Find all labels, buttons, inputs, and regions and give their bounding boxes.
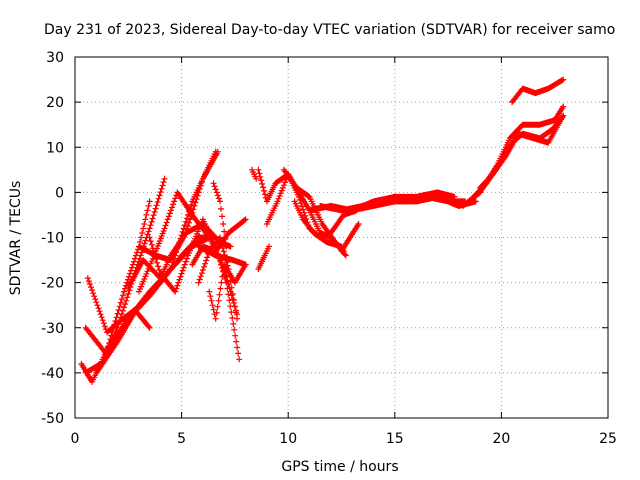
data-series-prn-n: [195, 243, 249, 268]
data-points-prn-ae: [509, 76, 567, 106]
y-axis-title: SDTVAR / TECUs: [8, 181, 24, 296]
data-points-prn-n: [195, 243, 249, 268]
data-points: [78, 76, 567, 385]
axis-ticks: 0 5 10 15 20 25 -50 -40 -30 -20 -10 0 10 20 30: [41, 50, 617, 447]
data-series-prn-o: [210, 180, 230, 250]
data-points-prn-m: [206, 261, 249, 322]
data-points-prn-ad: [477, 112, 567, 191]
y-tick-label: -20: [41, 276, 64, 292]
x-tick-label: 0: [71, 431, 80, 447]
data-series-prn-q: [255, 243, 272, 273]
x-tick-label: 25: [599, 431, 617, 447]
y-tick-label: 0: [55, 185, 64, 201]
data-series-prn-v: [291, 198, 345, 250]
x-tick-label: 15: [386, 431, 404, 447]
x-tick-label: 10: [279, 431, 297, 447]
grid: [75, 57, 608, 418]
data-series-prn-p: [249, 166, 260, 182]
y-tick-label: 30: [46, 50, 64, 66]
data-points-prn-q: [255, 243, 272, 273]
y-tick-label: -30: [41, 321, 64, 337]
data-points-prn-o: [210, 180, 230, 250]
x-axis-title: GPS time / hours: [281, 459, 398, 475]
y-tick-label: -50: [41, 411, 64, 427]
data-series-prn-m: [206, 261, 249, 322]
data-points-prn-p: [249, 166, 260, 182]
y-tick-label: 10: [46, 140, 64, 156]
chart-title: Day 231 of 2023, Sidereal Day-to-day VTE…: [44, 22, 615, 38]
data-points-prn-v: [291, 198, 345, 250]
y-tick-label: -40: [41, 366, 64, 382]
x-tick-label: 20: [492, 431, 510, 447]
data-series-prn-w: [338, 221, 362, 254]
y-tick-label: 20: [46, 95, 64, 111]
data-series-prn-ae: [509, 76, 567, 106]
x-tick-label: 5: [177, 431, 186, 447]
data-series-prn-ad: [477, 112, 567, 191]
y-tick-label: -10: [41, 231, 64, 247]
data-points-prn-w: [338, 221, 362, 254]
